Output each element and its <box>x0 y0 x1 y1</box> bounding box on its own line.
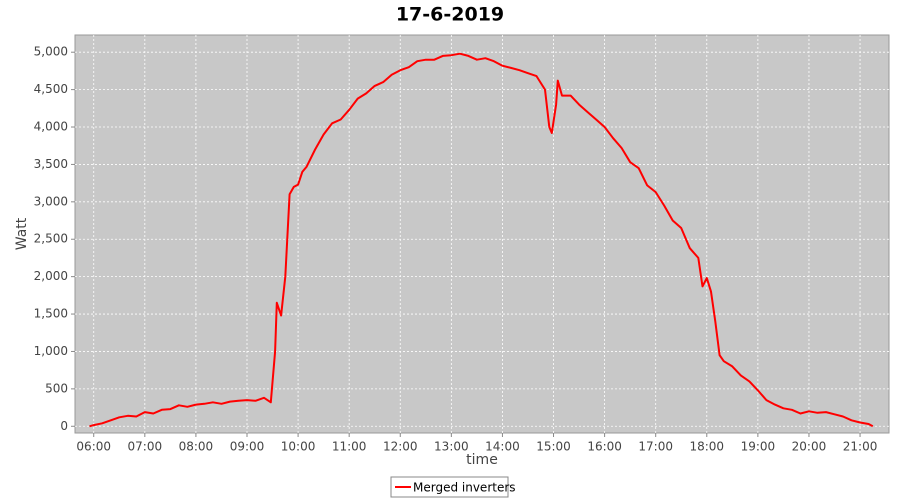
y-axis-label: Watt <box>14 217 30 250</box>
y-tick-label: 0 <box>60 419 68 433</box>
y-tick-label: 4,500 <box>34 82 68 96</box>
x-tick-label: 14:00 <box>485 440 520 454</box>
x-tick-label: 15:00 <box>536 440 571 454</box>
legend: Merged inverters <box>390 476 516 498</box>
y-tick-label: 2,000 <box>34 269 68 283</box>
y-tick-label: 3,000 <box>34 194 68 208</box>
legend-box <box>390 476 509 498</box>
x-tick-label: 12:00 <box>383 440 418 454</box>
y-tick-label: 500 <box>45 381 68 395</box>
x-tick-label: 10:00 <box>281 440 316 454</box>
x-tick-label: 20:00 <box>792 440 827 454</box>
y-tick-label: 1,000 <box>34 344 68 358</box>
x-tick-label: 21:00 <box>843 440 878 454</box>
x-tick-label: 11:00 <box>332 440 367 454</box>
series-line <box>89 52 874 428</box>
y-tick-label: 1,500 <box>34 307 68 321</box>
x-tick-label: 16:00 <box>587 440 622 454</box>
y-tick-label: 4,000 <box>34 120 68 134</box>
legend-label: Merged inverters <box>413 481 516 495</box>
x-tick-label: 19:00 <box>741 440 776 454</box>
plot-area <box>74 34 890 434</box>
x-tick-label: 13:00 <box>434 440 469 454</box>
y-tick-label: 2,500 <box>34 232 68 246</box>
x-tick-label: 17:00 <box>638 440 673 454</box>
chart-title: 17-6-2019 <box>396 4 504 26</box>
x-tick-label: 08:00 <box>179 440 214 454</box>
y-tick-label: 3,500 <box>34 157 68 171</box>
x-tick-label: 07:00 <box>128 440 163 454</box>
x-tick-label: 18:00 <box>689 440 724 454</box>
x-tick-label: 09:00 <box>230 440 265 454</box>
x-axis-label: time <box>466 452 498 468</box>
x-tick-label: 06:00 <box>76 440 111 454</box>
y-tick-label: 5,000 <box>34 45 68 59</box>
